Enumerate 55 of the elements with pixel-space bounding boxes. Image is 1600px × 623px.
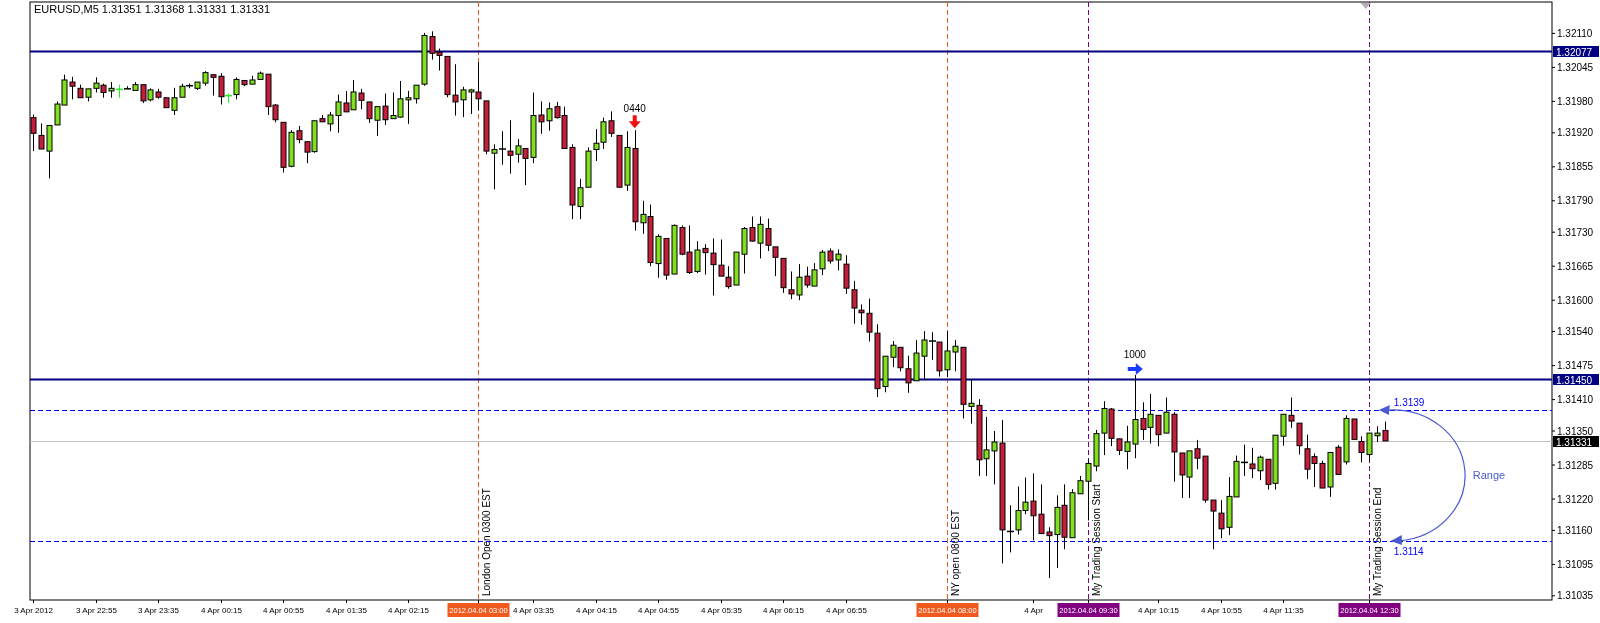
y-tick-label: 1.32110 (1557, 27, 1593, 39)
ref-line-label: London Open 0300 EST (480, 488, 492, 596)
y-tick-label: 1.32045 (1557, 61, 1594, 73)
y-tick-label: 1.31980 (1557, 95, 1594, 107)
y-tick-label: 1.31920 (1557, 127, 1594, 139)
x-tick-label: 4 Apr 04:15 (576, 606, 618, 615)
ref-line-label: My Trading Session Start (1090, 484, 1102, 596)
x-tick-label: 4 Apr 00:15 (201, 606, 243, 615)
x-tick-label: 4 Apr 00:55 (263, 606, 305, 615)
y-tick-label: 1.31095 (1557, 558, 1594, 570)
x-tick-label: 4 Apr 03:35 (513, 606, 555, 615)
candlestick (593, 128, 600, 162)
candlestick (772, 246, 779, 277)
candlestick (1296, 422, 1303, 456)
x-tick-label: 4 Apr 01:35 (326, 606, 368, 615)
x-tick-label: 3 Apr 2012 (14, 606, 54, 615)
ref-line-label: 1.31450 (1556, 374, 1593, 386)
y-tick-label: 1.31475 (1557, 360, 1594, 372)
x-tick-label: 4 Apr 11:35 (1263, 606, 1305, 615)
y-tick-label: 1.31730 (1557, 226, 1594, 238)
annotation: 0440 (623, 103, 647, 115)
ref-line-label: My Trading Session End (1371, 487, 1383, 596)
ref-line-label: 1.32077 (1556, 46, 1593, 58)
annotation: 1000 (1123, 349, 1147, 361)
ref-line-label: 1.3139 (1393, 396, 1425, 408)
x-tick-label: 4 Apr 10:15 (1138, 606, 1180, 615)
candlestick (866, 298, 873, 343)
y-tick-label: 1.31160 (1557, 524, 1593, 536)
candlestick (718, 239, 725, 277)
y-tick-label: 1.31350 (1557, 425, 1594, 437)
y-tick-label: 1.31410 (1557, 394, 1594, 406)
x-tick-label: 4 Apr 04:55 (638, 606, 680, 615)
y-tick-label: 1.31600 (1557, 294, 1594, 306)
x-tick-label: 4 Apr 06:55 (826, 606, 868, 615)
y-tick-label: 1.31540 (1557, 326, 1594, 338)
chart-title: EURUSD,M5 1.31351 1.31368 1.31331 1.31331 (34, 3, 271, 15)
x-tick-label: 4 Apr (1024, 606, 1044, 615)
y-tick-label: 1.31790 (1557, 195, 1594, 207)
ref-line-label: 1.31331 (1556, 436, 1593, 448)
ref-line-label: 1.3114 (1393, 545, 1425, 557)
annotation: Range (1472, 469, 1506, 482)
y-tick-label: 1.31220 (1557, 493, 1594, 505)
x-tick-label: 4 Apr 05:35 (701, 606, 743, 615)
x-tick-label: 3 Apr 22:55 (76, 606, 118, 615)
x-tick-label: 4 Apr 10:55 (1201, 606, 1243, 615)
y-tick-label: 1.31855 (1557, 161, 1594, 173)
y-tick-label: 1.31035 (1557, 590, 1594, 602)
candlestick (858, 303, 865, 326)
ref-line-label: NY open 0800 EST (949, 510, 961, 596)
y-tick-label: 1.31665 (1557, 260, 1594, 272)
x-tick-label: 4 Apr 02:15 (388, 606, 430, 615)
y-tick-label: 1.31285 (1557, 459, 1594, 471)
x-tick-label: 3 Apr 23:35 (138, 606, 180, 615)
candlestick (851, 280, 858, 325)
x-tick-label: 4 Apr 06:15 (763, 606, 805, 615)
